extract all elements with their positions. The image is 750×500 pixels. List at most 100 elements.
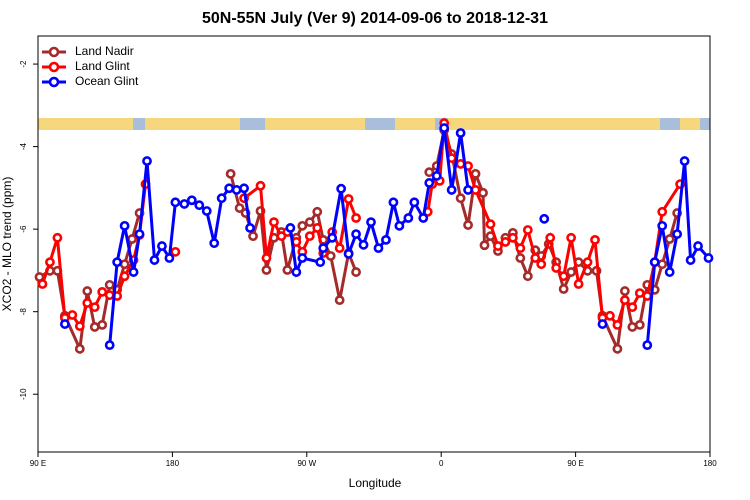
data-point: [89, 302, 100, 313]
data-point: [597, 319, 608, 329]
data-point: [234, 203, 245, 213]
y-tick-label: -10: [19, 388, 28, 400]
data-point: [424, 167, 435, 178]
data-point: [418, 213, 429, 223]
data-point: [104, 290, 115, 301]
data-point: [394, 220, 405, 231]
data-point: [112, 257, 123, 268]
data-point: [149, 255, 160, 265]
data-point: [74, 321, 85, 332]
data-point: [245, 223, 255, 233]
data-point: [82, 298, 93, 308]
data-point: [225, 168, 236, 179]
legend-marker: [48, 46, 60, 58]
data-point: [134, 229, 145, 239]
data-point: [351, 267, 361, 277]
data-point: [224, 183, 235, 194]
legend-marker: [48, 76, 60, 88]
data-point: [318, 243, 329, 254]
data-point: [343, 194, 354, 204]
data-point: [297, 220, 308, 231]
data-point: [312, 223, 323, 233]
x-tick-label: 180: [703, 459, 717, 468]
data-point: [403, 213, 414, 223]
y-tick-label: -2: [19, 60, 28, 68]
x-tick-label: 90 E: [567, 459, 583, 468]
data-point: [89, 322, 100, 332]
data-point: [605, 310, 615, 321]
data-point: [657, 259, 668, 270]
data-point: [119, 271, 130, 282]
data-point: [515, 243, 526, 254]
data-point: [455, 193, 466, 204]
data-point: [463, 185, 473, 195]
data-point: [142, 156, 152, 166]
data-point: [336, 183, 347, 194]
data-point: [470, 185, 481, 195]
data-point: [612, 319, 623, 330]
data-point: [642, 291, 653, 301]
land-strip: [680, 118, 700, 130]
data-point: [634, 288, 645, 299]
data-point: [164, 253, 175, 263]
data-point: [612, 343, 623, 354]
data-point: [479, 240, 490, 251]
data-point: [649, 257, 660, 268]
data-point: [366, 217, 376, 228]
data-point: [104, 279, 115, 290]
data-point: [74, 343, 85, 354]
data-point: [82, 286, 93, 296]
data-point: [67, 310, 78, 320]
data-point: [500, 237, 511, 247]
data-point: [485, 219, 496, 230]
data-point: [493, 241, 503, 251]
data-point: [545, 232, 556, 243]
data-point: [703, 253, 714, 263]
data-point: [642, 340, 653, 351]
data-point: [507, 232, 518, 243]
plot-frame: [37, 35, 711, 453]
data-point: [231, 185, 242, 195]
data-point: [431, 171, 442, 181]
data-point: [590, 234, 600, 245]
data-point: [478, 187, 488, 198]
data-point: [179, 199, 190, 209]
series: [37, 118, 686, 332]
data-point: [261, 253, 272, 263]
data-point: [97, 319, 108, 330]
data-point: [558, 271, 569, 282]
data-point: [261, 265, 272, 275]
data-point: [216, 193, 227, 204]
data-point: [327, 232, 338, 243]
data-point: [536, 259, 547, 270]
chart-title: 50N-55N July (Ver 9) 2014-09-06 to 2018-…: [202, 10, 548, 27]
x-tick-label: 90 W: [297, 459, 316, 468]
data-point: [522, 271, 533, 282]
data-point: [627, 322, 638, 332]
land-strip: [448, 118, 660, 130]
legend-marker: [48, 61, 60, 73]
land-strip: [395, 118, 435, 130]
x-tick-label: 90 E: [30, 459, 46, 468]
y-tick-label: -6: [19, 225, 28, 233]
data-point: [128, 267, 139, 277]
data-point: [657, 206, 668, 217]
data-point: [59, 319, 70, 329]
data-point: [373, 243, 384, 254]
data-point: [170, 246, 181, 257]
data-point: [388, 197, 399, 208]
data-point: [619, 286, 630, 296]
data-point: [304, 217, 315, 228]
y-tick-label: -4: [19, 143, 28, 151]
data-point: [558, 284, 569, 294]
data-point: [201, 206, 212, 216]
legend-label: Ocean Glint: [75, 74, 139, 88]
land-strip: [145, 118, 240, 130]
x-axis-label: Longitude: [349, 476, 402, 490]
y-axis-label: XCO2 - MLO trend (ppm): [0, 177, 14, 312]
data-point: [672, 229, 683, 239]
data-point: [119, 259, 130, 270]
data-point: [657, 220, 668, 231]
